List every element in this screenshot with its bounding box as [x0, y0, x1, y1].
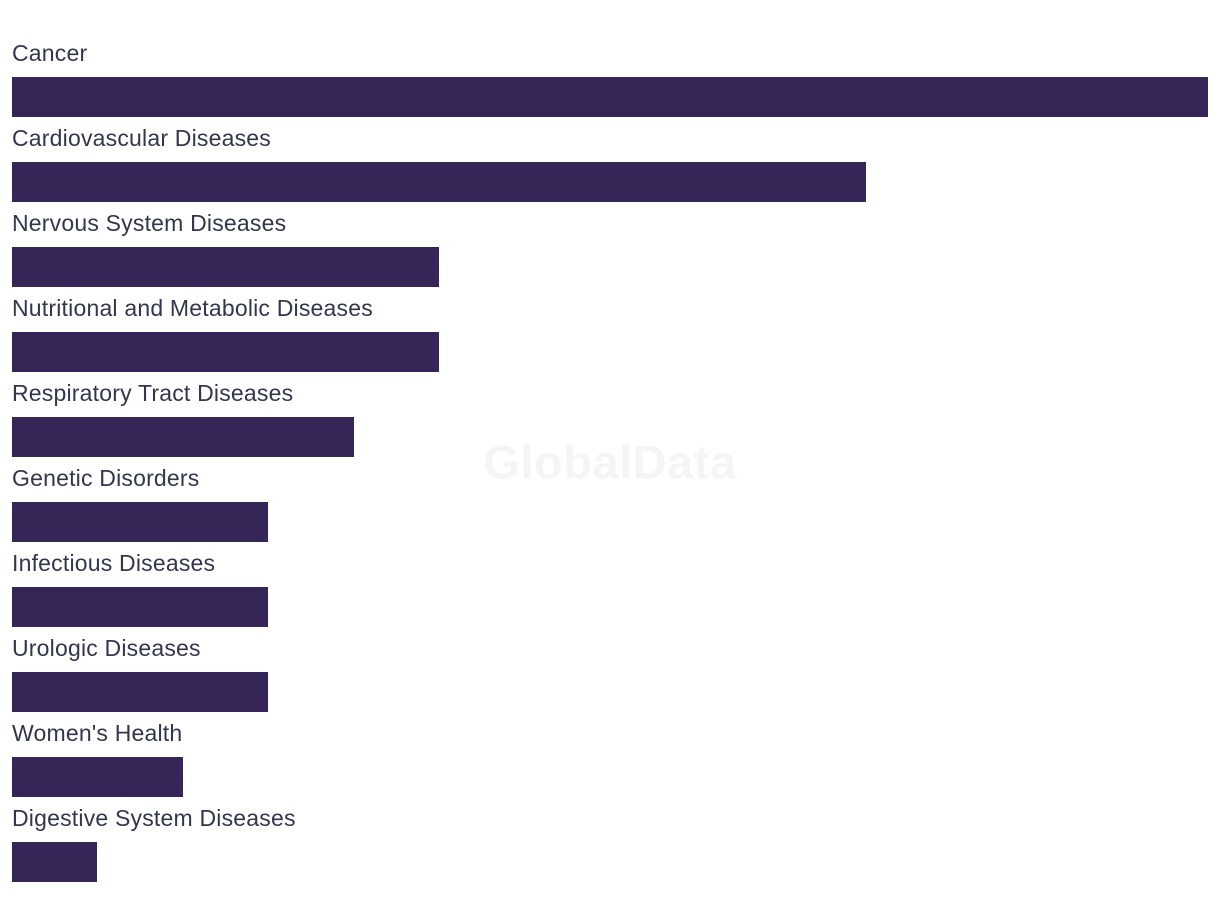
category-label: Urologic Diseases: [12, 635, 201, 661]
category-label: Nervous System Diseases: [12, 210, 287, 236]
bar-row: Digestive System Diseases: [12, 802, 1208, 887]
bar-row: Respiratory Tract Diseases: [12, 377, 1208, 462]
bar[interactable]: [12, 757, 183, 797]
bar-row: Urologic Diseases: [12, 632, 1208, 717]
category-label: Genetic Disorders: [12, 465, 200, 491]
bar[interactable]: [12, 247, 440, 287]
category-label: Nutritional and Metabolic Diseases: [12, 295, 373, 321]
category-label: Cancer: [12, 40, 88, 66]
bar[interactable]: [12, 672, 269, 712]
bar-row: Infectious Diseases: [12, 547, 1208, 632]
horizontal-bar-chart: Cancer Cardiovascular Diseases Nervous Sys…: [12, 37, 1208, 887]
bar-row: Women's Health: [12, 717, 1208, 802]
category-label: Cardiovascular Diseases: [12, 125, 271, 151]
bar-row: Nutritional and Metabolic Diseases: [12, 292, 1208, 377]
bar[interactable]: [12, 587, 269, 627]
bar[interactable]: [12, 417, 354, 457]
bar[interactable]: [12, 502, 269, 542]
bar[interactable]: [12, 332, 440, 372]
bar-row: Nervous System Diseases: [12, 207, 1208, 292]
bar[interactable]: [12, 162, 867, 202]
bar-rows: Cancer Cardiovascular Diseases Nervous Sys…: [12, 37, 1208, 887]
bar-row: Cancer: [12, 37, 1208, 122]
category-label: Women's Health: [12, 720, 183, 746]
bar[interactable]: [12, 77, 1208, 117]
category-label: Digestive System Diseases: [12, 805, 296, 831]
bar-row: Genetic Disorders: [12, 462, 1208, 547]
globaldata-watermark: GlobalData: [483, 435, 737, 489]
bar-row: Cardiovascular Diseases: [12, 122, 1208, 207]
category-label: Infectious Diseases: [12, 550, 216, 576]
bar[interactable]: [12, 842, 98, 882]
category-label: Respiratory Tract Diseases: [12, 380, 294, 406]
